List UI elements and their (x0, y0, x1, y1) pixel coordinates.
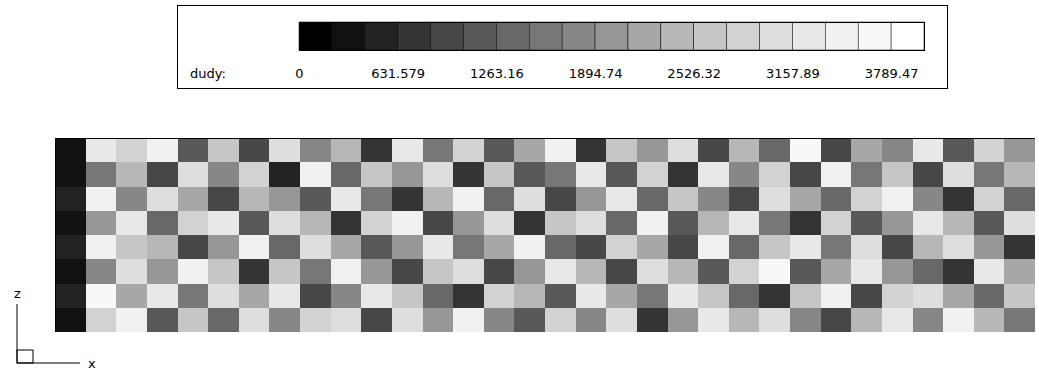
svg-text:2526.32: 2526.32 (667, 66, 721, 81)
svg-text:z: z (14, 286, 21, 301)
svg-text:3157.89: 3157.89 (766, 66, 820, 81)
svg-text:0: 0 (295, 66, 303, 81)
html-text:dudy:: dudy: (190, 66, 226, 81)
svg-text:1263.16: 1263.16 (470, 66, 524, 81)
svg-text:1894.74: 1894.74 (569, 66, 623, 81)
svg-text:x: x (88, 356, 96, 371)
svg-text:3789.47: 3789.47 (865, 66, 919, 81)
svg-text:631.579: 631.579 (371, 66, 425, 81)
